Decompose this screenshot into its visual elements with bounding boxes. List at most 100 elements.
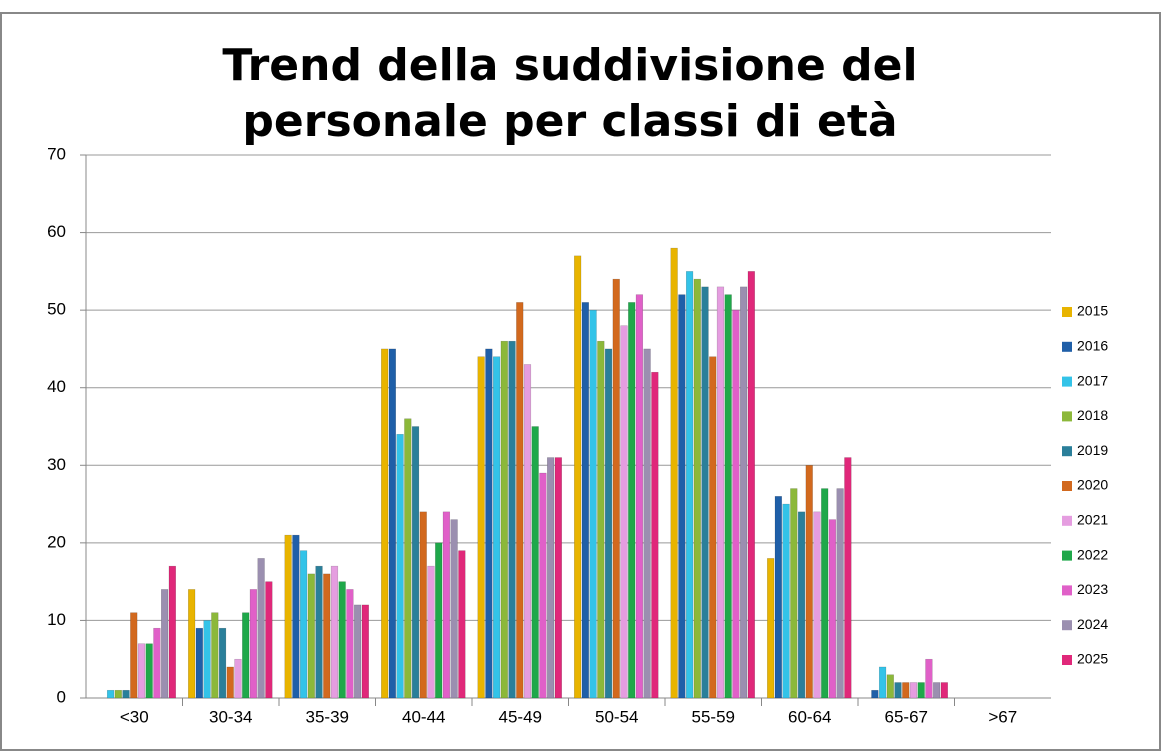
chart-title: Trend della suddivisione del personale p… — [222, 40, 918, 147]
legend-swatch — [1062, 481, 1072, 491]
bar — [168, 565, 176, 699]
bar — [894, 682, 902, 699]
legend-swatch — [1062, 341, 1072, 352]
bar — [315, 565, 323, 699]
bar — [782, 503, 790, 699]
bar — [130, 612, 138, 699]
bar — [442, 511, 451, 699]
bar — [234, 658, 242, 699]
y-tick-label: 60 — [47, 222, 66, 241]
bar — [330, 565, 339, 699]
bar — [137, 643, 146, 699]
bar — [299, 550, 308, 699]
bar — [933, 682, 941, 699]
bar — [909, 682, 918, 699]
bar — [589, 309, 597, 699]
legend-label: 2023 — [1077, 581, 1108, 597]
bar — [500, 340, 508, 699]
y-tick-label: 50 — [47, 300, 66, 319]
y-tick-label: 70 — [47, 144, 66, 163]
bar — [458, 550, 466, 699]
bar — [732, 309, 740, 699]
bar — [531, 426, 539, 699]
bar — [547, 457, 555, 699]
x-tick-label: 30-34 — [209, 707, 252, 726]
x-tick-label: >67 — [988, 707, 1017, 726]
bar — [581, 302, 589, 699]
bar — [871, 689, 879, 699]
bar — [381, 348, 389, 699]
x-tick-label: 60-64 — [788, 707, 831, 726]
bar — [508, 340, 516, 699]
bar — [195, 627, 203, 699]
bar — [709, 356, 717, 699]
bar — [388, 348, 396, 699]
bar — [797, 511, 806, 699]
bar — [716, 286, 725, 699]
legend-swatch — [1062, 655, 1072, 665]
legend-label: 2025 — [1077, 651, 1108, 667]
y-tick-label: 10 — [47, 610, 66, 629]
bar — [940, 682, 948, 699]
bar — [284, 534, 292, 699]
x-tick-label: 45-49 — [499, 707, 542, 726]
bar — [844, 457, 852, 699]
bar — [404, 418, 412, 699]
bar — [774, 496, 782, 699]
bar — [338, 581, 346, 699]
bar — [145, 643, 153, 699]
bar — [226, 666, 234, 699]
legend-label: 2015 — [1077, 303, 1108, 319]
bar — [701, 286, 709, 699]
x-tick-label: <30 — [120, 707, 149, 726]
bar — [419, 511, 427, 699]
y-tick-label: 20 — [47, 532, 66, 551]
bar — [902, 682, 910, 699]
bar — [188, 589, 196, 699]
bar — [693, 278, 701, 699]
bar — [361, 604, 369, 699]
bar — [620, 325, 628, 699]
x-tick-label: 65-67 — [885, 707, 928, 726]
x-tick-label: 35-39 — [306, 707, 349, 726]
bar — [604, 348, 613, 699]
x-tick-label: 40-44 — [402, 707, 445, 726]
legend-label: 2024 — [1077, 616, 1108, 632]
bar — [323, 573, 331, 699]
bar — [643, 348, 651, 699]
bar — [249, 589, 258, 699]
legend-swatch — [1062, 585, 1072, 596]
bar — [265, 581, 273, 699]
bar — [724, 294, 732, 699]
bar — [450, 519, 458, 699]
bar — [114, 689, 122, 699]
bar — [218, 627, 227, 699]
bar — [211, 612, 219, 699]
legend-label: 2020 — [1077, 477, 1108, 493]
bar — [492, 356, 501, 699]
x-tick-label: 55-59 — [692, 707, 735, 726]
bar — [740, 286, 748, 699]
bar — [396, 434, 404, 699]
bar — [307, 573, 315, 699]
x-tick-label: 50-54 — [595, 707, 638, 726]
legend-swatch — [1062, 515, 1072, 526]
legend-swatch — [1062, 307, 1072, 317]
bar — [747, 271, 755, 699]
legend-swatch — [1062, 446, 1072, 457]
bar — [574, 255, 582, 699]
legend-swatch — [1062, 411, 1072, 422]
legend-label: 2018 — [1077, 407, 1108, 423]
bar — [917, 682, 925, 699]
bar — [435, 542, 443, 699]
bar — [554, 457, 562, 699]
bar — [925, 658, 933, 699]
bar — [878, 666, 887, 699]
bar — [203, 620, 211, 699]
bar — [477, 356, 485, 699]
bar — [670, 247, 678, 699]
y-tick-label: 40 — [47, 377, 66, 396]
legend-swatch — [1062, 620, 1072, 631]
